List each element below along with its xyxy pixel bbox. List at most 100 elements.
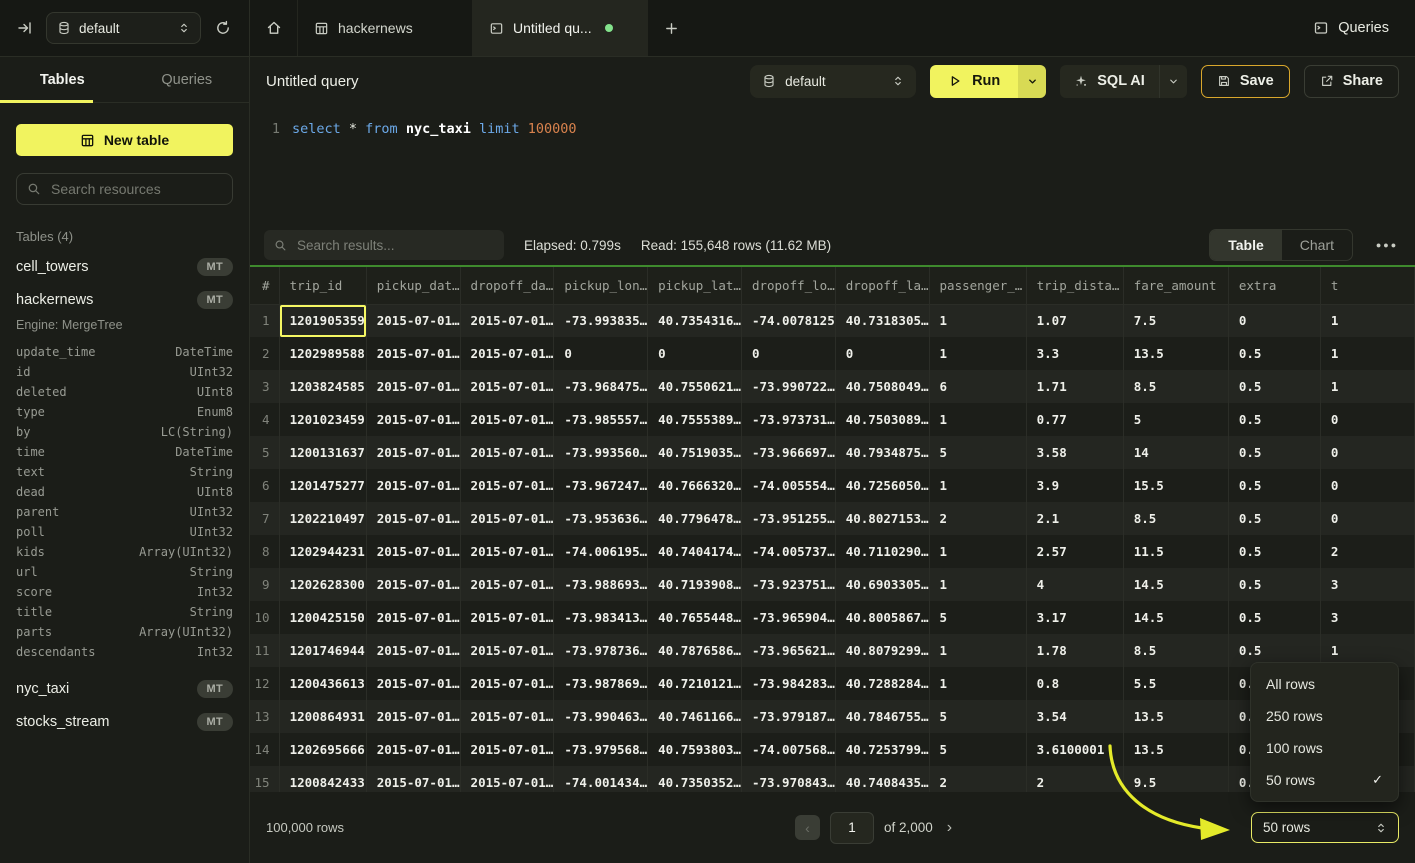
cell[interactable]: 8.5 [1123,502,1228,535]
cell[interactable]: 40.7503089… [835,403,929,436]
cell[interactable]: 5 [929,733,1026,766]
cell[interactable]: 14.5 [1123,601,1228,634]
cell[interactable]: -73.979187… [741,700,835,733]
cell[interactable]: 40.7593803… [648,733,742,766]
cell[interactable]: 6 [929,370,1026,403]
cell[interactable]: 1.78 [1026,634,1123,667]
cell[interactable]: 0.5 [1228,370,1320,403]
cell[interactable]: 0 [1320,502,1414,535]
column-item[interactable]: byLC(String) [16,422,233,442]
column-item[interactable]: deletedUInt8 [16,382,233,402]
row-number[interactable]: 5 [250,436,279,469]
cell[interactable]: 2.1 [1026,502,1123,535]
column-header-t[interactable]: t [1320,267,1414,304]
queries-link[interactable]: Queries [1287,0,1415,56]
cell[interactable]: 1202210497 [279,502,366,535]
cell[interactable]: -74.005737… [741,535,835,568]
cell[interactable]: 40.7354316… [648,304,742,337]
cell[interactable]: 2015-07-01… [460,535,554,568]
cell[interactable]: 0 [554,337,648,370]
cell[interactable]: -73.985557… [554,403,648,436]
cell[interactable]: 2015-07-01… [366,502,460,535]
cell[interactable]: 0.5 [1228,337,1320,370]
cell[interactable]: 0.5 [1228,403,1320,436]
sql-ai-options-button[interactable] [1159,65,1187,98]
column-header-dropoff_da[interactable]: dropoff_da… [460,267,554,304]
more-options-button[interactable]: ●●● [1373,240,1401,250]
column-header-dropoff_la[interactable]: dropoff_la… [835,267,929,304]
cell[interactable]: -73.973731… [741,403,835,436]
cell[interactable]: 13.5 [1123,700,1228,733]
column-item[interactable]: urlString [16,562,233,582]
cell[interactable]: 0.5 [1228,436,1320,469]
query-title[interactable]: Untitled query [266,73,359,90]
cell[interactable]: 8.5 [1123,634,1228,667]
menu-item-all-rows[interactable]: All rows [1251,668,1398,700]
cell[interactable]: 2015-07-01… [460,403,554,436]
cell[interactable]: 2015-07-01… [460,502,554,535]
run-options-button[interactable] [1018,65,1046,98]
cell[interactable]: 2015-07-01… [366,436,460,469]
selected-cell[interactable]: 1201905359 [279,304,366,337]
row-number[interactable]: 15 [250,766,279,792]
cell[interactable]: 1203824585 [279,370,366,403]
cell[interactable]: -74.001434… [554,766,648,792]
table-item-hackernews[interactable]: hackernewsMT [0,283,249,316]
row-number[interactable]: 9 [250,568,279,601]
cell[interactable]: 5 [929,700,1026,733]
cell[interactable]: 2015-07-01… [366,601,460,634]
cell[interactable]: 2015-07-01… [366,535,460,568]
cell[interactable]: -73.990722… [741,370,835,403]
cell[interactable]: 2015-07-01… [460,304,554,337]
table-item-nyc_taxi[interactable]: nyc_taxiMT [0,672,249,705]
cell[interactable]: 2015-07-01… [460,568,554,601]
new-tab-button[interactable] [648,0,694,56]
row-number[interactable]: 11 [250,634,279,667]
cell[interactable]: 1200842433 [279,766,366,792]
cell[interactable]: -73.923751… [741,568,835,601]
cell[interactable]: 8.5 [1123,370,1228,403]
cell[interactable]: 40.7876586… [648,634,742,667]
column-item[interactable]: textString [16,462,233,482]
column-item[interactable]: pollUInt32 [16,522,233,542]
cell[interactable]: -73.970843… [741,766,835,792]
cell[interactable]: 0.5 [1228,469,1320,502]
cell[interactable]: 40.7666320… [648,469,742,502]
cell[interactable]: 1202944231 [279,535,366,568]
cell[interactable]: 0.5 [1228,568,1320,601]
cell[interactable]: 1.71 [1026,370,1123,403]
row-number[interactable]: 2 [250,337,279,370]
column-item[interactable]: kidsArray(UInt32) [16,542,233,562]
cell[interactable]: 13.5 [1123,733,1228,766]
cell[interactable]: 40.7210121… [648,667,742,700]
cell[interactable]: 40.7655448… [648,601,742,634]
cell[interactable]: 2015-07-01… [366,370,460,403]
query-database-selector[interactable]: default [750,65,916,98]
run-button[interactable]: Run [930,65,1018,98]
cell[interactable]: 1 [1320,370,1414,403]
cell[interactable]: 2015-07-01… [460,601,554,634]
cell[interactable]: 3.17 [1026,601,1123,634]
cell[interactable]: 40.8079299… [835,634,929,667]
cell[interactable]: 40.7408435… [835,766,929,792]
column-item[interactable]: timeDateTime [16,442,233,462]
sidebar-tab-tables[interactable]: Tables [0,57,125,102]
cell[interactable]: 2 [929,502,1026,535]
cell[interactable]: 1 [929,634,1026,667]
cell[interactable]: 1201475277 [279,469,366,502]
cell[interactable]: 2015-07-01… [460,733,554,766]
refresh-button[interactable] [209,14,237,42]
row-number[interactable]: 14 [250,733,279,766]
cell[interactable]: -73.984283… [741,667,835,700]
cell[interactable]: 0.8 [1026,667,1123,700]
cell[interactable]: 2 [1026,766,1123,792]
cell[interactable]: 2015-07-01… [460,469,554,502]
cell[interactable]: 40.7404174… [648,535,742,568]
column-header-fare_amount[interactable]: fare_amount [1123,267,1228,304]
row-number[interactable]: 7 [250,502,279,535]
cell[interactable]: 2015-07-01… [366,634,460,667]
cell[interactable]: 0.5 [1228,601,1320,634]
menu-item-50-rows[interactable]: 50 rows✓ [1251,764,1398,796]
tab-hackernews[interactable]: hackernews [298,0,473,56]
cell[interactable]: 1200436613 [279,667,366,700]
